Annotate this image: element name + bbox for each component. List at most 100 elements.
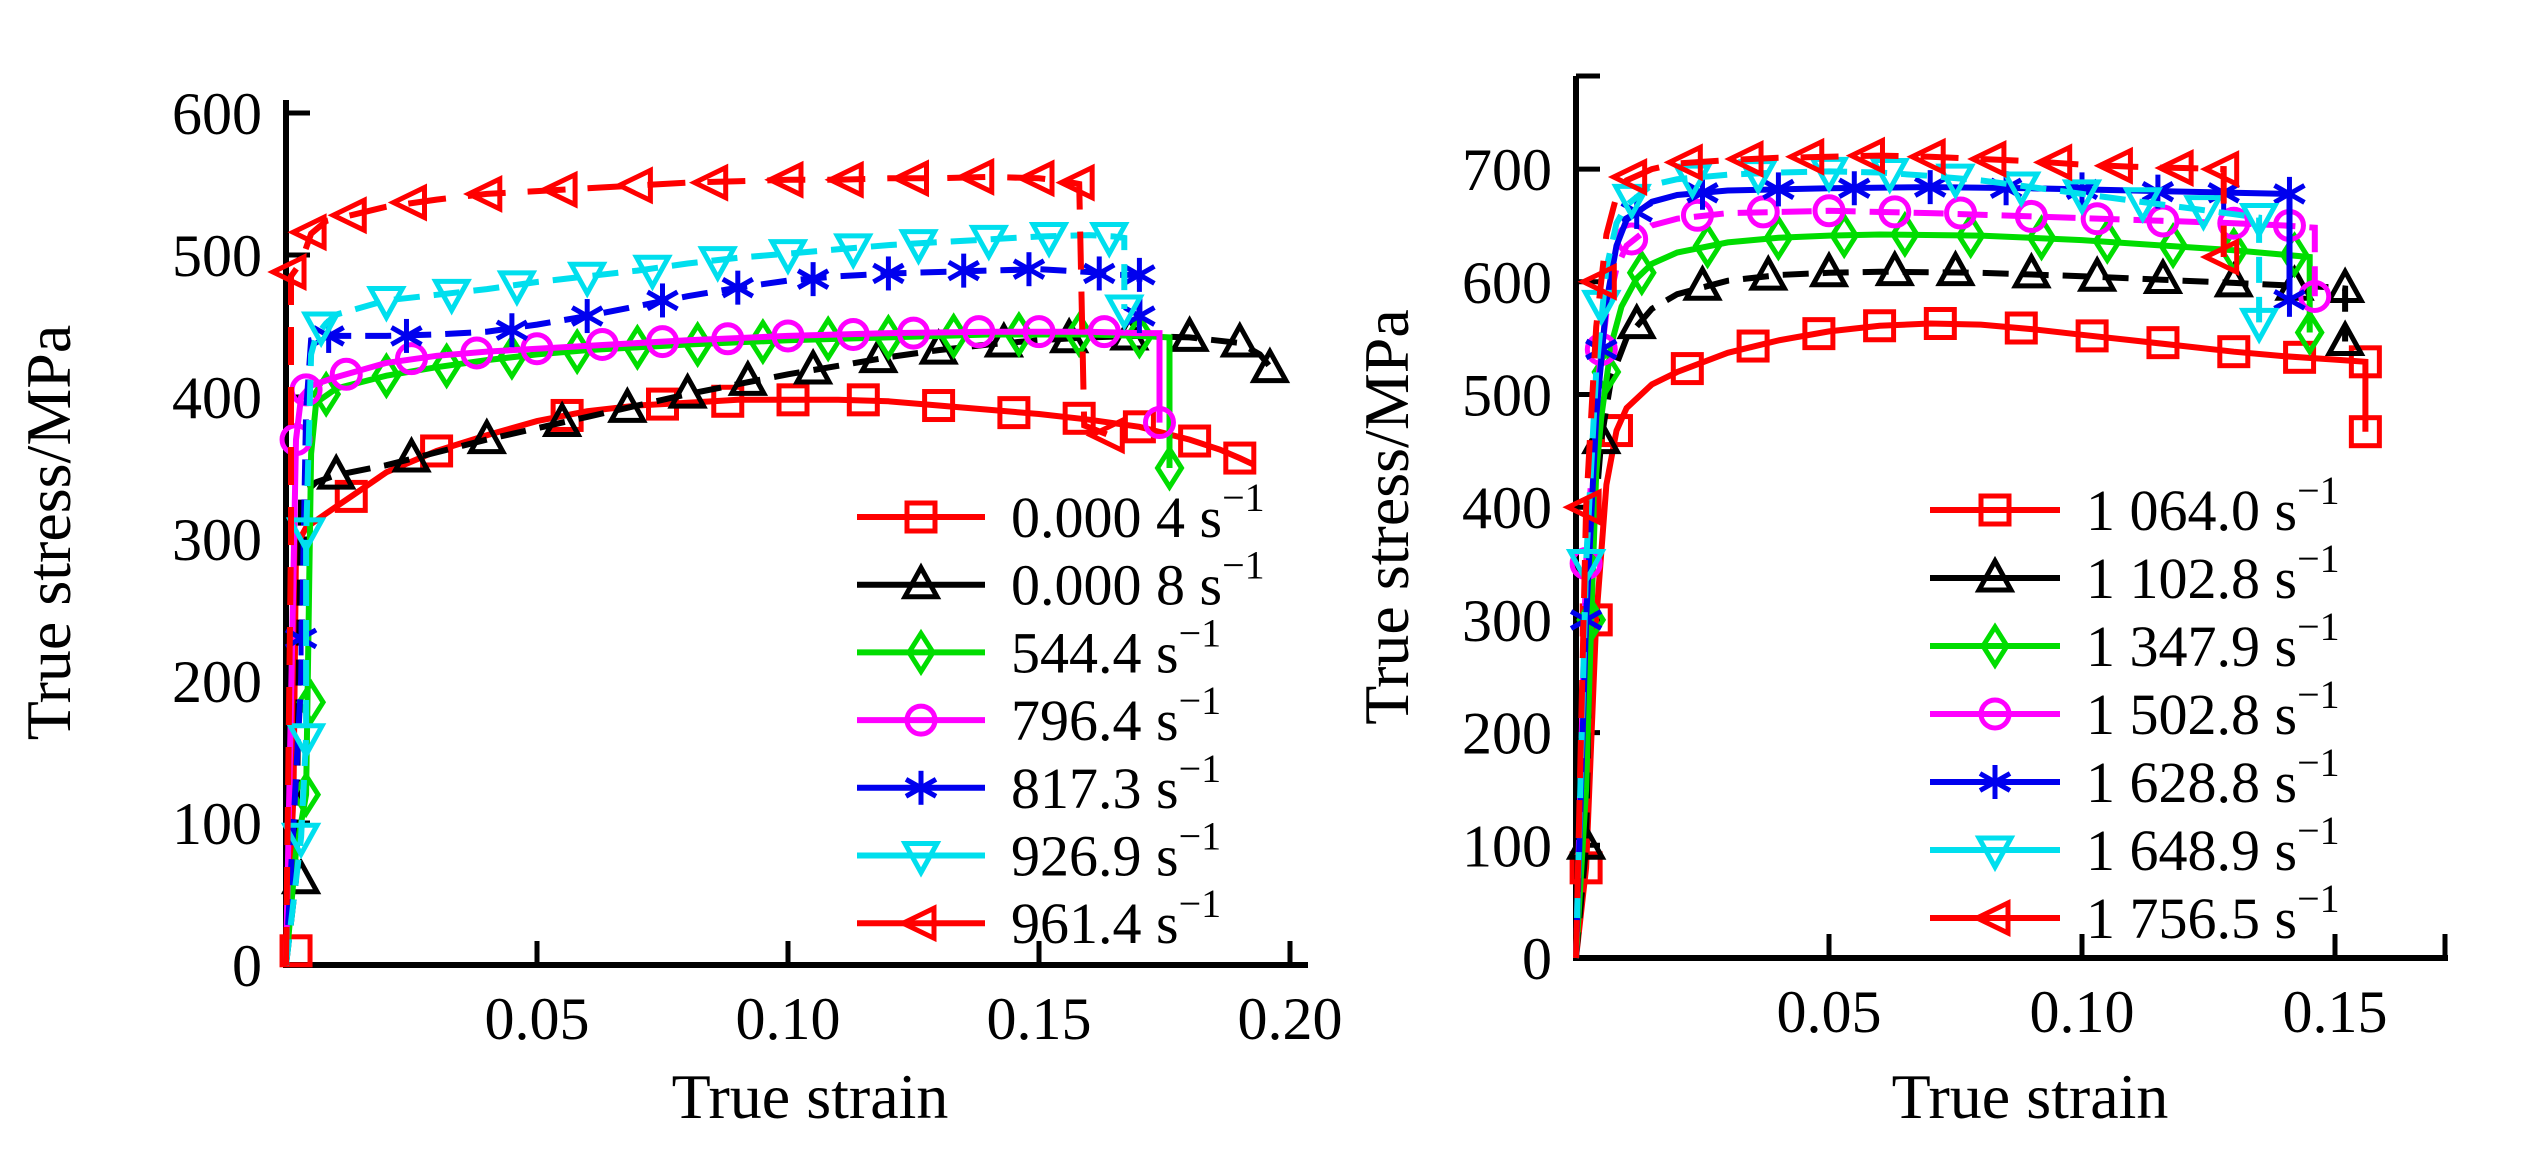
series-line xyxy=(283,232,1128,966)
triangle-up-marker xyxy=(1219,320,1261,358)
triangle-left-marker xyxy=(1785,137,1825,176)
x-tick-label: 0.10 xyxy=(2030,979,2135,1045)
triangle-down-marker xyxy=(1089,222,1130,259)
series-926.9 xyxy=(280,222,1145,966)
x-tick-label: 0.20 xyxy=(1238,986,1343,1052)
series-796.4 xyxy=(279,315,1176,966)
asterisk-marker xyxy=(390,318,423,353)
triangle-down-marker xyxy=(431,278,472,316)
diamond-marker xyxy=(2158,222,2189,270)
circle-marker xyxy=(1878,195,1912,229)
square-marker xyxy=(1802,317,1836,351)
triangle-left-marker xyxy=(387,183,427,222)
asterisk-marker xyxy=(1083,256,1116,291)
square-marker xyxy=(2283,340,2317,374)
series-961.4 xyxy=(267,157,1125,966)
triangle-down-marker xyxy=(697,246,738,283)
asterisk-marker xyxy=(1762,172,1795,207)
triangle-up-marker xyxy=(1874,249,1916,287)
x-axis-label: True strain xyxy=(672,1061,949,1132)
triangle-up-marker xyxy=(2324,266,2366,304)
diamond-marker xyxy=(1829,211,1860,260)
diamond-marker xyxy=(1980,622,2010,670)
circle-marker xyxy=(836,318,870,352)
circle-marker xyxy=(904,703,938,737)
triangle-down-marker xyxy=(285,723,327,760)
square-marker xyxy=(1923,306,1957,340)
triangle-up-marker xyxy=(792,347,834,385)
diamond-marker xyxy=(371,352,402,400)
circle-marker xyxy=(395,342,428,376)
diamond-marker xyxy=(1692,222,1723,270)
legend-label: 1 756.5 s−1 xyxy=(2086,876,2340,951)
triangle-up-marker xyxy=(2076,255,2118,292)
diamond-marker xyxy=(2294,308,2325,357)
triangle-left-marker xyxy=(688,163,729,202)
y-tick-label: 300 xyxy=(172,507,262,573)
legend-label: 1 102.8 s−1 xyxy=(2086,536,2340,611)
legend-label: 961.4 s−1 xyxy=(1011,881,1221,956)
triangle-up-marker xyxy=(1249,346,1291,384)
circle-marker xyxy=(1944,196,1978,230)
square-marker xyxy=(1122,410,1156,444)
triangle-left-marker xyxy=(1663,143,1703,182)
series-line xyxy=(1573,152,2227,959)
triangle-left-marker xyxy=(267,253,307,292)
triangle-down-marker xyxy=(767,239,809,276)
series-line xyxy=(1573,168,2263,959)
legend-label: 1 628.8 s−1 xyxy=(2086,740,2340,815)
square-marker xyxy=(2004,311,2038,345)
triangle-down-marker xyxy=(280,822,322,860)
triangle-up-marker xyxy=(466,417,508,455)
asterisk-marker xyxy=(646,283,679,318)
triangle-down-marker xyxy=(2238,307,2280,345)
triangle-down-marker xyxy=(2238,203,2280,240)
square-marker xyxy=(1736,329,1770,363)
diamond-marker xyxy=(1064,310,1095,359)
square-marker xyxy=(997,396,1031,430)
x-tick-label: 0.05 xyxy=(485,986,590,1052)
square-marker xyxy=(776,383,810,417)
asterisk-marker xyxy=(904,770,938,805)
triangle-up-marker xyxy=(1935,249,1976,287)
triangle-up-marker xyxy=(667,371,708,409)
triangle-down-marker xyxy=(1974,835,2016,873)
y-tick-label: 0 xyxy=(1522,926,1552,992)
triangle-left-marker xyxy=(1577,262,1617,301)
triangle-left-marker xyxy=(327,196,367,235)
triangle-up-marker xyxy=(1169,315,1210,352)
y-tick-label: 100 xyxy=(172,791,262,857)
triangle-down-marker xyxy=(2122,187,2163,224)
square-marker xyxy=(1863,309,1897,343)
square-marker xyxy=(1062,401,1096,435)
diamond-marker xyxy=(431,342,462,390)
square-marker xyxy=(1978,493,2012,527)
triangle-up-marker xyxy=(2011,251,2052,289)
triangle-up-marker xyxy=(900,562,942,600)
circle-marker xyxy=(711,322,745,356)
square-marker xyxy=(1223,441,1257,475)
asterisk-marker xyxy=(2273,176,2306,211)
legend-label: 817.3 s−1 xyxy=(1011,746,1221,821)
triangle-down-marker xyxy=(300,311,342,349)
triangle-left-marker xyxy=(287,213,327,252)
circle-marker xyxy=(1022,315,1056,349)
diamond-marker xyxy=(1763,214,1794,262)
triangle-down-marker xyxy=(496,270,538,307)
asterisk-marker xyxy=(796,262,830,297)
triangle-down-marker xyxy=(1935,163,1976,201)
circle-marker xyxy=(1746,195,1780,229)
y-tick-label: 600 xyxy=(172,81,262,147)
triangle-down-marker xyxy=(366,285,407,323)
triangle-left-marker xyxy=(538,170,578,209)
legend-label: 0.000 8 s−1 xyxy=(1011,543,1265,618)
square-marker xyxy=(904,500,938,534)
triangle-down-marker xyxy=(898,229,939,266)
triangle-down-marker xyxy=(968,224,1010,262)
square-marker xyxy=(846,383,880,417)
legend-label: 1 064.0 s−1 xyxy=(2086,468,2340,543)
triangle-down-marker xyxy=(833,233,874,271)
circle-marker xyxy=(646,325,679,359)
